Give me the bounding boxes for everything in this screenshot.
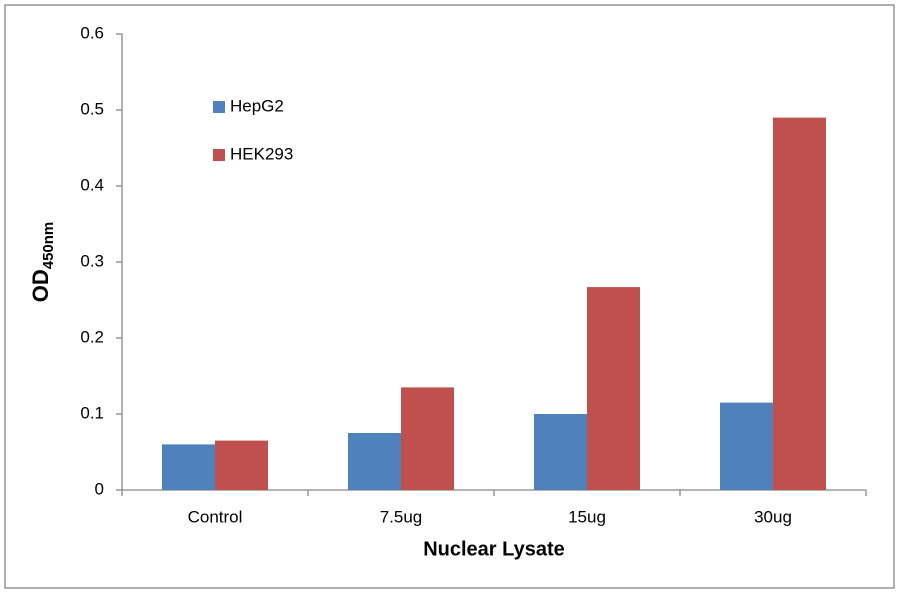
y-axis-label-subscript: 450nm xyxy=(40,222,57,270)
bar xyxy=(773,117,826,490)
y-tick-label: 0.2 xyxy=(80,327,104,346)
x-axis-label: Nuclear Lysate xyxy=(423,538,565,560)
bar xyxy=(534,414,587,490)
bar xyxy=(348,433,401,490)
x-tick-label: 7.5ug xyxy=(380,507,423,526)
bar xyxy=(401,387,454,490)
chart-border xyxy=(4,4,895,589)
legend-swatch xyxy=(213,101,225,113)
legend-label: HepG2 xyxy=(230,96,284,115)
y-tick-label: 0 xyxy=(95,479,104,498)
y-tick-label: 0.4 xyxy=(80,175,104,194)
y-tick-label: 0.5 xyxy=(80,99,104,118)
y-tick-label: 0.1 xyxy=(80,403,104,422)
legend-label: HEK293 xyxy=(230,144,293,163)
x-tick-label: Control xyxy=(188,507,243,526)
x-tick-label: 15ug xyxy=(568,507,606,526)
bar xyxy=(162,444,215,490)
x-tick-label: 30ug xyxy=(754,507,792,526)
bar xyxy=(720,402,773,490)
bar xyxy=(587,287,640,490)
legend-swatch xyxy=(213,149,225,161)
y-axis-label: OD450nm xyxy=(28,222,57,303)
y-tick-label: 0.6 xyxy=(80,23,104,42)
bar xyxy=(215,440,268,490)
y-axis-label-main: OD xyxy=(28,269,53,302)
y-tick-label: 0.3 xyxy=(80,251,104,270)
